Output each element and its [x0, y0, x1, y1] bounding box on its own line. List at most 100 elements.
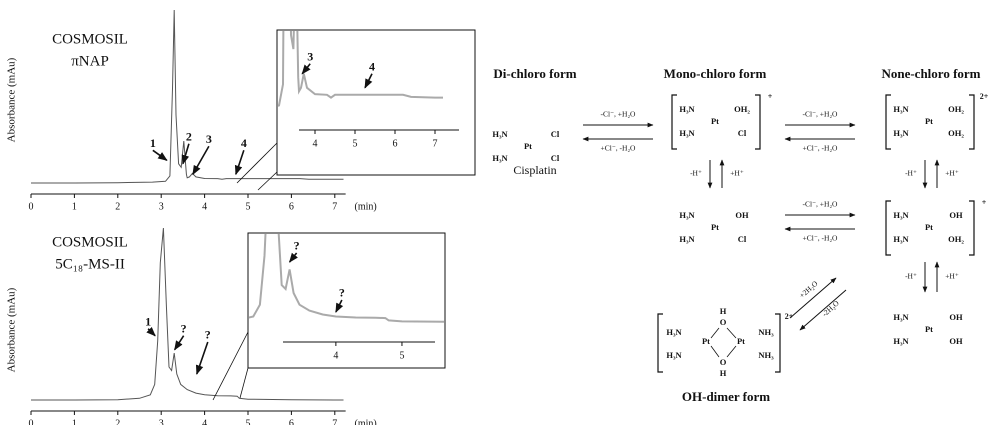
dimer-atom: H — [720, 306, 727, 316]
bracket — [657, 313, 663, 373]
dimer-atom: NH₃ — [758, 327, 774, 337]
reaction-condition: -2H₂O — [820, 298, 841, 318]
ligand: H₃N — [679, 234, 695, 244]
annotation-arrow — [152, 149, 168, 161]
chart-title: COSMOSIL — [52, 31, 128, 47]
reaction-condition: +Cl⁻, -H₂O — [803, 234, 839, 243]
bracket — [969, 94, 975, 150]
ligand: OH — [949, 312, 963, 322]
x-tick-label: 3 — [159, 418, 164, 425]
reaction-condition: +H⁺ — [945, 272, 959, 281]
dimer-atom: H₃N — [666, 350, 682, 360]
bracket — [775, 313, 781, 373]
zoom-line — [257, 171, 278, 191]
ligand: OH₂ — [948, 128, 964, 138]
ligand: H₃N — [679, 128, 695, 138]
bond — [710, 345, 720, 358]
annotation-label: 4 — [241, 136, 247, 150]
compound-name: Cisplatin — [513, 163, 556, 177]
bracket — [969, 200, 975, 256]
reaction-arrow — [799, 289, 847, 331]
ligand: H₃N — [492, 129, 508, 139]
x-tick-label: 1 — [72, 201, 77, 212]
ligand: H₃N — [893, 128, 909, 138]
bond — [710, 327, 720, 339]
annotation-label: 3 — [206, 132, 212, 146]
reaction-condition: +H⁺ — [730, 169, 744, 178]
ligand: OH₂ — [948, 104, 964, 114]
reaction-condition: +Cl⁻, -H₂O — [803, 144, 839, 153]
ligand: Cl — [551, 129, 560, 139]
dimer-atom: H₃N — [666, 327, 682, 337]
x-tick-label: 4 — [202, 418, 207, 425]
ligand: H₃N — [893, 234, 909, 244]
chart-title: COSMOSIL — [52, 234, 128, 250]
metal: Pt — [925, 324, 933, 334]
inset-annotation-arrow — [301, 63, 311, 75]
ligand: OH₂ — [734, 104, 750, 114]
x-tick-label: 4 — [202, 201, 207, 212]
annotation-label: ? — [181, 321, 187, 335]
reaction-condition: -Cl⁻, +H₂O — [803, 110, 839, 119]
inset-trace — [249, 234, 444, 323]
x-tick-label: 7 — [332, 418, 337, 425]
bond — [726, 345, 737, 358]
form-heading: None-chloro form — [881, 66, 980, 81]
dimer-atom: Pt — [737, 336, 745, 346]
zoom-line — [239, 367, 249, 399]
ligand: Cl — [738, 234, 747, 244]
inset-annotation-label: 4 — [369, 60, 375, 74]
reaction-condition: +H⁺ — [945, 169, 959, 178]
x-tick-label: 6 — [289, 418, 294, 425]
reaction-condition: -H⁺ — [905, 169, 917, 178]
bracket — [755, 94, 761, 150]
ligand: OH — [949, 210, 963, 220]
ligand: OH — [949, 336, 963, 346]
inset-x-tick-label: 5 — [399, 350, 404, 361]
ligand: OH — [735, 210, 749, 220]
bracket — [671, 94, 677, 150]
inset-frame — [247, 232, 446, 369]
y-axis-label: Absorbance (mAu) — [6, 57, 18, 142]
ligand: H₃N — [492, 153, 508, 163]
dimer-atom: NH₃ — [758, 350, 774, 360]
reaction-arrow — [789, 277, 837, 319]
inset-frame — [276, 29, 476, 176]
inset-annotation-arrow — [364, 73, 373, 89]
bracket — [885, 94, 891, 150]
metal: Pt — [524, 141, 532, 151]
inset-annotation-arrow — [288, 252, 298, 263]
x-tick-label: 5 — [246, 201, 251, 212]
dimer-atom: O — [720, 357, 727, 367]
metal: Pt — [925, 116, 933, 126]
x-tick-label: 2 — [115, 418, 120, 425]
ligand: H₃N — [893, 104, 909, 114]
x-tick-label: 0 — [29, 201, 34, 212]
x-tick-label: 6 — [289, 201, 294, 212]
dimer-atom: O — [720, 317, 727, 327]
form-heading: OH-dimer form — [682, 389, 770, 404]
reaction-condition: +2H₂O — [798, 279, 820, 300]
ligand: OH₂ — [948, 234, 964, 244]
annotation-label: 1 — [145, 314, 151, 328]
annotation-label: ? — [205, 328, 211, 342]
x-tick-label: 0 — [29, 418, 34, 425]
inset-annotation-label: ? — [339, 286, 345, 300]
metal: Pt — [925, 222, 933, 232]
reaction-condition: -H⁺ — [905, 272, 917, 281]
annotation-label: 1 — [150, 136, 156, 150]
chart-title: 5C₁₈-MS-II — [55, 256, 125, 272]
charge: + — [768, 92, 773, 101]
form-heading: Mono-chloro form — [664, 66, 767, 81]
annotation-arrow — [181, 143, 190, 165]
ligand: Cl — [738, 128, 747, 138]
reaction-condition: -Cl⁻, +H₂O — [601, 110, 637, 119]
ligand: H₃N — [679, 104, 695, 114]
x-tick-label: 2 — [115, 201, 120, 212]
x-tick-label: 3 — [159, 201, 164, 212]
ligand: H₃N — [893, 336, 909, 346]
chart-title: πNAP — [71, 53, 109, 69]
ligand: Cl — [551, 153, 560, 163]
inset-x-tick-label: 4 — [313, 138, 318, 149]
